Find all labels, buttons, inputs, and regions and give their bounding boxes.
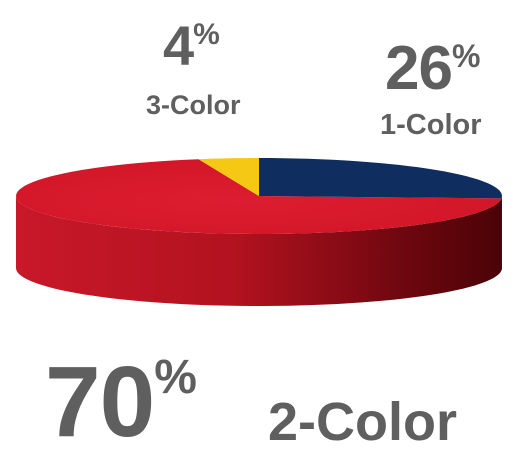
slice-3-color [198, 158, 259, 196]
slice-2-color-side [16, 196, 502, 306]
slice-1-color-percent-label: 26% [385, 38, 480, 100]
percent-sign: % [193, 18, 220, 51]
slice-3-color-value: 4 [163, 14, 194, 77]
slice-1-color-name-label: 1-Color [380, 109, 482, 141]
slice-1-color-value: 26 [385, 34, 453, 103]
slice-2-color [16, 159, 502, 234]
slice-1-color [259, 158, 502, 199]
slice-3-color-name-label: 3-Color [146, 90, 241, 120]
slice-2-color-percent-label: 70% [45, 351, 197, 453]
slice-2-color-value: 70 [45, 346, 155, 458]
percent-sign: % [451, 38, 481, 74]
percent-sign: % [154, 351, 197, 404]
slice-3-color-percent-label: 4% [163, 18, 220, 74]
slice-2-color-name-label: 2-Color [268, 392, 457, 452]
